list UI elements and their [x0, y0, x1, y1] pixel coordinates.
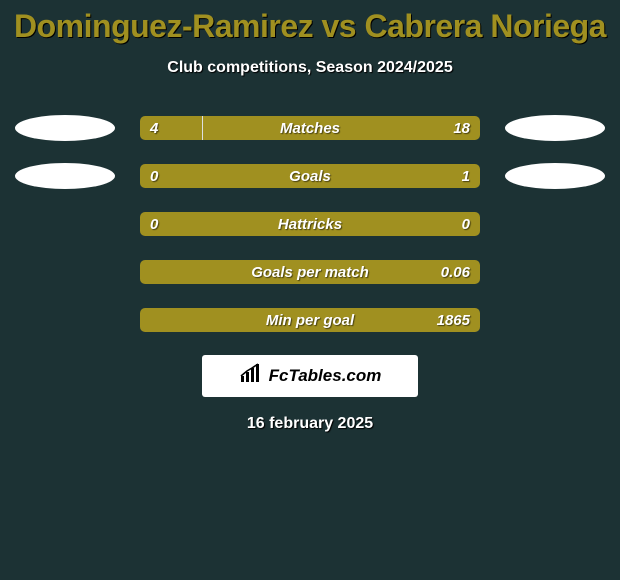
- right-logo-slot: [500, 115, 610, 141]
- stat-row: Min per goal1865: [0, 307, 620, 333]
- stat-bar: Hattricks0 0: [140, 212, 480, 236]
- stat-value-left: 0: [150, 164, 158, 188]
- comparison-card: Dominguez-Ramirez vs Cabrera Noriega Clu…: [0, 0, 620, 433]
- team-logo-right: [505, 163, 605, 189]
- stat-row: Matches4 18: [0, 115, 620, 141]
- page-title: Dominguez-Ramirez vs Cabrera Noriega: [0, 8, 620, 45]
- team-logo-left: [15, 115, 115, 141]
- date-label: 16 february 2025: [0, 415, 620, 433]
- stat-bar: Min per goal1865: [140, 308, 480, 332]
- stat-label: Goals: [140, 164, 480, 188]
- stat-value-right: 1865: [437, 308, 470, 332]
- stat-value-right: 0.06: [441, 260, 470, 284]
- right-logo-slot: [500, 307, 610, 333]
- stat-value-right: 18: [453, 116, 470, 140]
- left-logo-slot: [10, 163, 120, 189]
- stat-row: Goals per match0.06: [0, 259, 620, 285]
- stat-bar: Goals per match0.06: [140, 260, 480, 284]
- team-logo-right: [505, 115, 605, 141]
- left-logo-slot: [10, 307, 120, 333]
- page-subtitle: Club competitions, Season 2024/2025: [0, 59, 620, 77]
- stat-label: Matches: [140, 116, 480, 140]
- stat-label: Min per goal: [140, 308, 480, 332]
- stat-value-right: 1: [462, 164, 470, 188]
- stat-value-left: 0: [150, 212, 158, 236]
- stat-label: Hattricks: [140, 212, 480, 236]
- left-logo-slot: [10, 211, 120, 237]
- brand-row: FcTables.com: [0, 355, 620, 397]
- brand-badge[interactable]: FcTables.com: [202, 355, 418, 397]
- left-logo-slot: [10, 259, 120, 285]
- stat-row: Hattricks0 0: [0, 211, 620, 237]
- stat-rows: Matches418Goals01Hattricks00Goals per ma…: [0, 115, 620, 333]
- right-logo-slot: [500, 163, 610, 189]
- right-logo-slot: [500, 259, 610, 285]
- chart-icon: [239, 362, 263, 391]
- team-logo-left: [15, 163, 115, 189]
- stat-row: Goals0 1: [0, 163, 620, 189]
- stat-value-left: 4: [150, 116, 158, 140]
- stat-bar: Matches4 18: [140, 116, 480, 140]
- stat-value-right: 0: [462, 212, 470, 236]
- stat-label: Goals per match: [140, 260, 480, 284]
- stat-bar: Goals0 1: [140, 164, 480, 188]
- left-logo-slot: [10, 115, 120, 141]
- brand-text: FcTables.com: [269, 366, 382, 386]
- right-logo-slot: [500, 211, 610, 237]
